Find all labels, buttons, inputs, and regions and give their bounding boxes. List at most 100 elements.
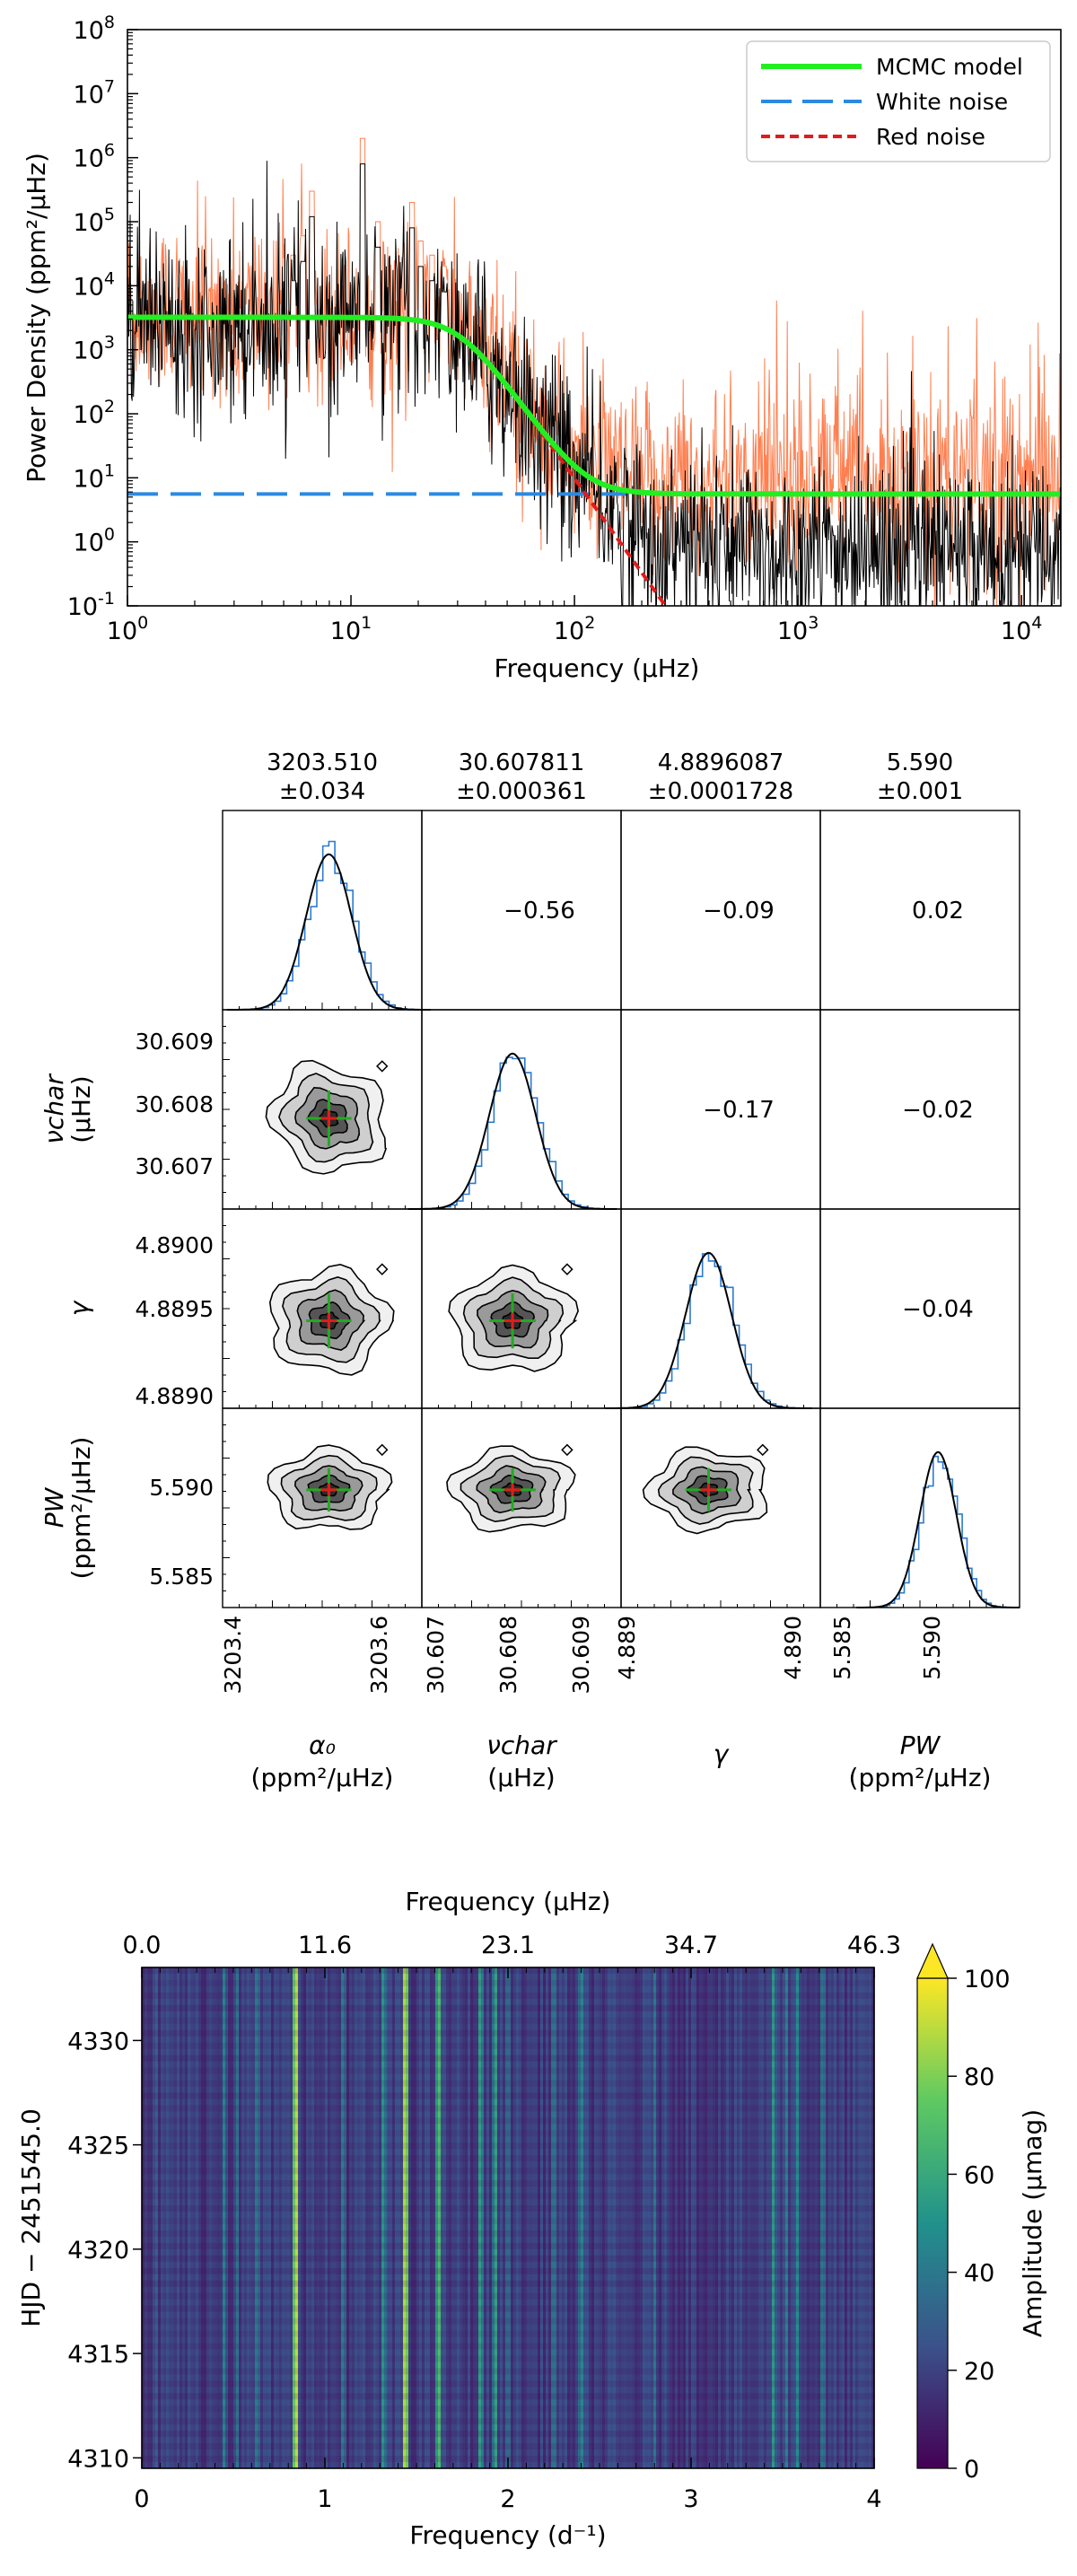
heatmap-column bbox=[845, 1967, 848, 2468]
heatmap-column bbox=[241, 1967, 245, 2468]
heatmap-column bbox=[578, 1967, 582, 2468]
heatmap-band bbox=[142, 2017, 874, 2024]
heatmap-column bbox=[346, 1967, 350, 2468]
y-tick-exponent: 0 bbox=[104, 525, 115, 545]
y-tick-exponent: 3 bbox=[104, 333, 115, 353]
heatmap-column bbox=[255, 1967, 258, 2468]
heatmap-column bbox=[543, 1967, 547, 2468]
corr-nuchar-gamma: −0.17 bbox=[703, 1097, 775, 1124]
ytick-nuchar-30608: 30.608 bbox=[136, 1091, 214, 1117]
heatmap-column bbox=[672, 1967, 676, 2468]
heatmap-column bbox=[605, 1967, 609, 2468]
heatmap-column bbox=[621, 1967, 625, 2468]
heatmap-column bbox=[279, 1967, 283, 2468]
y-tick-exponent: -1 bbox=[98, 589, 115, 609]
corner-axis-labels: α₀ (ppm²/μHz) νchar (μHz) γ PW (ppm²/μHz… bbox=[39, 1073, 991, 1792]
heatmap-column bbox=[871, 1967, 875, 2468]
heatmap-band bbox=[142, 2130, 874, 2137]
heatmap-band bbox=[142, 2418, 874, 2425]
heatmap-column bbox=[263, 1967, 267, 2468]
heatmap-y-tick-label: 4310 bbox=[67, 2445, 129, 2473]
corner-y-ticks: 30.609 30.608 30.607 4.8900 4.8895 4.889… bbox=[136, 1029, 214, 1590]
heatmap-column bbox=[301, 1967, 304, 2468]
heatmap-axes: 0 0.0 1 11.6 2 23.1 3 34.7 4 46.3 4310 4315 4320 4325… bbox=[67, 1932, 901, 2513]
heatmap-column bbox=[570, 1967, 574, 2468]
ytick-nuchar-30607: 30.607 bbox=[136, 1153, 214, 1179]
x-tick-label: 102 bbox=[554, 613, 595, 645]
heatmap-band bbox=[142, 2055, 874, 2062]
heatmap-column bbox=[810, 1967, 813, 2468]
heatmap-y-label: HJD − 2451545.0 bbox=[16, 2108, 46, 2327]
heatmap-column bbox=[317, 1967, 320, 2468]
heatmap-column bbox=[363, 1967, 366, 2468]
x-tick-label: 101 bbox=[330, 613, 372, 645]
heatmap-band bbox=[142, 2280, 874, 2287]
heatmap-column bbox=[635, 1967, 638, 2468]
corner-cells bbox=[222, 810, 1020, 1608]
heatmap-column bbox=[349, 1967, 353, 2468]
heatmap-column bbox=[333, 1967, 337, 2468]
y-tick-exponent: 6 bbox=[104, 141, 115, 161]
corr-alpha-pw: 0.02 bbox=[912, 898, 964, 924]
heatmap-column bbox=[869, 1967, 872, 2468]
heatmap-column bbox=[567, 1967, 571, 2468]
outlier-contour bbox=[376, 1443, 389, 1457]
heatmap-column bbox=[818, 1967, 821, 2468]
heatmap-column bbox=[853, 1967, 856, 2468]
y-tick-exponent: 5 bbox=[104, 205, 115, 224]
heatmap-column bbox=[807, 1967, 810, 2468]
heatmap-column bbox=[788, 1967, 792, 2468]
legend-box bbox=[746, 40, 1051, 162]
heatmap-column bbox=[753, 1967, 757, 2468]
heatmap-column bbox=[341, 1967, 345, 2468]
heatmap-column bbox=[196, 1967, 199, 2468]
heatmap-column bbox=[548, 1967, 552, 2468]
heatmap-column bbox=[355, 1967, 358, 2468]
corner-cell bbox=[605, 1208, 821, 1409]
heatmap-column bbox=[616, 1967, 619, 2468]
ytick-gamma-48900: 4.8900 bbox=[136, 1232, 214, 1258]
y-tick-label: 107 bbox=[74, 76, 115, 109]
spectrum-orange bbox=[127, 137, 1061, 606]
heatmap-column bbox=[524, 1967, 528, 2468]
heatmap-column bbox=[796, 1967, 800, 2468]
heatmap-band bbox=[142, 2193, 874, 2200]
gaussian-fit bbox=[856, 1450, 1020, 1608]
heatmap-column bbox=[799, 1967, 802, 2468]
heatmap-column bbox=[729, 1967, 732, 2468]
heatmap-column bbox=[812, 1967, 816, 2468]
heatmap-top-tick-label: 11.6 bbox=[298, 1932, 352, 1959]
heatmap-column bbox=[559, 1967, 563, 2468]
heatmap-column bbox=[546, 1967, 549, 2468]
ylabel-pw-unit: (ppm²/μHz) bbox=[66, 1437, 96, 1580]
heatmap-column bbox=[855, 1967, 859, 2468]
heatmap-column bbox=[328, 1967, 331, 2468]
ylabel-pw-symbol: PW bbox=[39, 1486, 69, 1528]
xlabel-alpha0-unit: (ppm²/μHz) bbox=[251, 1763, 394, 1792]
heatmap-band bbox=[142, 2105, 874, 2112]
heatmap-column bbox=[516, 1967, 520, 2468]
heatmap-column bbox=[637, 1967, 641, 2468]
heatmap-column bbox=[513, 1967, 517, 2468]
heatmap-column bbox=[581, 1967, 584, 2468]
posterior-histogram bbox=[238, 840, 425, 1011]
heatmap-column bbox=[419, 1967, 423, 2468]
heatmap-column bbox=[589, 1967, 592, 2468]
xtick-gamma-4890: 4.890 bbox=[780, 1616, 806, 1680]
heatmap-column bbox=[441, 1967, 444, 2468]
heatmap-column bbox=[416, 1967, 420, 2468]
heatmap-column bbox=[675, 1967, 679, 2468]
heatmap-column bbox=[322, 1967, 326, 2468]
heatmap-column bbox=[457, 1967, 460, 2468]
heatmap-column bbox=[147, 1967, 151, 2468]
heatmap-column bbox=[460, 1967, 463, 2468]
legend-red-label: Red noise bbox=[876, 124, 985, 150]
heatmap-column bbox=[177, 1967, 180, 2468]
legend-mcmc-label: MCMC model bbox=[876, 54, 1023, 80]
heatmap-column bbox=[713, 1967, 716, 2468]
x-axis-label: Frequency (μHz) bbox=[495, 653, 700, 683]
legend-white-label: White noise bbox=[876, 89, 1008, 115]
heatmap-column bbox=[470, 1967, 474, 2468]
heatmap-column bbox=[721, 1967, 724, 2468]
outlier-contour bbox=[376, 1263, 389, 1275]
